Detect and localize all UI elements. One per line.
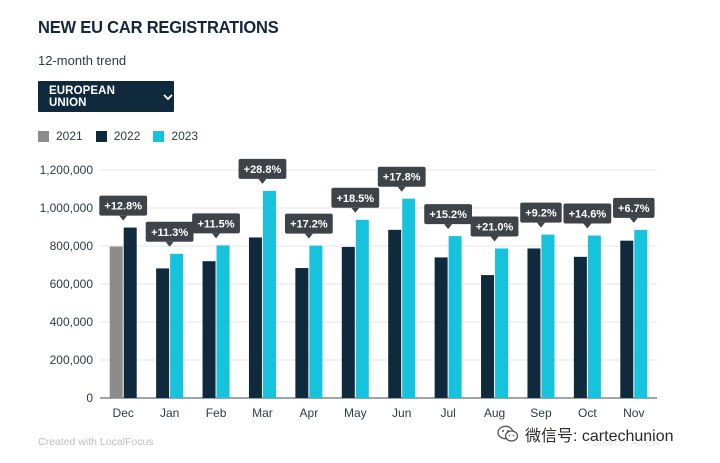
legend-swatch-2021: [38, 130, 49, 142]
bar-2023: [355, 219, 369, 398]
legend-swatch-2022: [95, 130, 107, 142]
x-tick-label: Aug: [484, 406, 505, 420]
y-tick-label: 800,000: [50, 239, 94, 253]
bar-2022: [156, 268, 170, 398]
chart-legend: 2021 2022 2023: [38, 129, 198, 143]
bar-2022: [481, 275, 495, 398]
bar-2022: [295, 268, 309, 398]
wechat-icon: [497, 425, 519, 443]
legend-label-2021: 2021: [56, 129, 83, 143]
bar-2023: [309, 245, 323, 398]
change-label: +11.5%: [198, 218, 235, 230]
change-label-pointer: [165, 241, 174, 247]
bar-2023: [448, 236, 462, 398]
change-label-box: [520, 202, 562, 223]
bar-2022: [341, 246, 355, 398]
change-label-pointer: [536, 222, 545, 228]
x-tick-label: Jan: [160, 406, 179, 420]
x-tick-label: May: [344, 406, 367, 420]
y-tick-label: 1,000,000: [40, 201, 94, 215]
change-label: +17.2%: [290, 219, 328, 231]
change-label-pointer: [444, 224, 453, 230]
chart-title: NEW EU CAR REGISTRATIONS: [38, 18, 279, 38]
y-tick-label: 400,000: [50, 315, 94, 329]
change-label: +11.3%: [151, 227, 188, 239]
bar-2022: [573, 256, 587, 398]
change-label-box: [238, 158, 287, 179]
bar-2022: [620, 240, 634, 398]
change-label-box: [284, 213, 333, 234]
change-label-pointer: [258, 178, 267, 184]
y-tick-label: 200,000: [50, 353, 94, 367]
change-label: +14.6%: [569, 209, 607, 221]
change-label-pointer: [629, 217, 638, 223]
x-tick-label: Mar: [252, 406, 273, 420]
legend-swatch-2023: [153, 130, 165, 142]
change-label-box: [424, 204, 473, 225]
bar-2023: [634, 229, 648, 398]
x-tick-label: Jul: [440, 406, 455, 420]
change-label-box: [331, 187, 380, 208]
bar-2022: [527, 248, 541, 398]
bar-2022: [202, 261, 216, 398]
x-tick-label: Nov: [623, 406, 644, 420]
change-label-pointer: [119, 215, 128, 221]
bar-2023: [216, 245, 230, 398]
change-label: +6.7%: [618, 203, 650, 215]
change-label-pointer: [304, 233, 313, 239]
change-label-box: [192, 213, 240, 234]
change-label-box: [613, 197, 655, 218]
x-tick-label: Sep: [530, 406, 552, 420]
x-tick-label: Jun: [392, 406, 411, 420]
credit-text[interactable]: Created with LocalFocus: [38, 436, 154, 448]
change-label: +17.8%: [383, 172, 421, 184]
bar-2023: [402, 198, 416, 398]
bar-2023: [541, 234, 555, 398]
chevron-down-icon: [162, 91, 174, 103]
change-label-pointer: [490, 236, 499, 242]
change-label: +28.8%: [244, 164, 282, 176]
legend-item-2022[interactable]: 2022: [95, 129, 141, 143]
change-label-box: [470, 216, 519, 237]
bar-2023: [587, 235, 601, 398]
change-label: +18.5%: [336, 193, 374, 205]
x-tick-label: Dec: [113, 406, 134, 420]
change-label-pointer: [397, 186, 406, 192]
legend-label-2022: 2022: [113, 129, 141, 143]
region-dropdown[interactable]: EUROPEAN UNION: [38, 81, 174, 112]
bar-2023: [262, 190, 276, 398]
chart-subtitle: 12-month trend: [38, 53, 127, 68]
bar-2023: [170, 253, 184, 398]
change-label-pointer: [212, 233, 221, 239]
region-dropdown-label: EUROPEAN UNION: [49, 84, 115, 109]
change-label: +21.0%: [476, 221, 514, 233]
bar-2022: [123, 227, 137, 398]
x-tick-label: Oct: [578, 406, 597, 420]
bar-2022: [248, 237, 262, 398]
x-tick-label: Apr: [300, 406, 319, 420]
watermark: 微信号: cartechunion: [495, 422, 676, 446]
y-tick-label: 0: [86, 391, 93, 405]
change-label-box: [377, 166, 426, 187]
bar-2023: [495, 248, 509, 398]
change-label: +9.2%: [525, 208, 557, 220]
change-label-box: [563, 203, 612, 224]
change-label-box: [145, 221, 194, 242]
bar-2022: [434, 257, 448, 398]
legend-item-2023[interactable]: 2023: [153, 129, 198, 143]
change-label: +12.8%: [104, 201, 142, 213]
change-label-pointer: [351, 207, 360, 213]
watermark-text: 微信号: cartechunion: [525, 428, 674, 445]
x-tick-label: Feb: [206, 406, 227, 420]
legend-label-2023: 2023: [171, 129, 199, 143]
bar-2022: [388, 229, 402, 398]
change-label-pointer: [583, 223, 592, 229]
y-tick-label: 1,200,000: [40, 163, 94, 177]
change-label-box: [99, 195, 148, 216]
legend-item-2021[interactable]: 2021: [38, 129, 83, 143]
bar-2021: [109, 246, 123, 398]
y-tick-label: 600,000: [50, 277, 94, 291]
change-label: +15.2%: [429, 209, 467, 221]
